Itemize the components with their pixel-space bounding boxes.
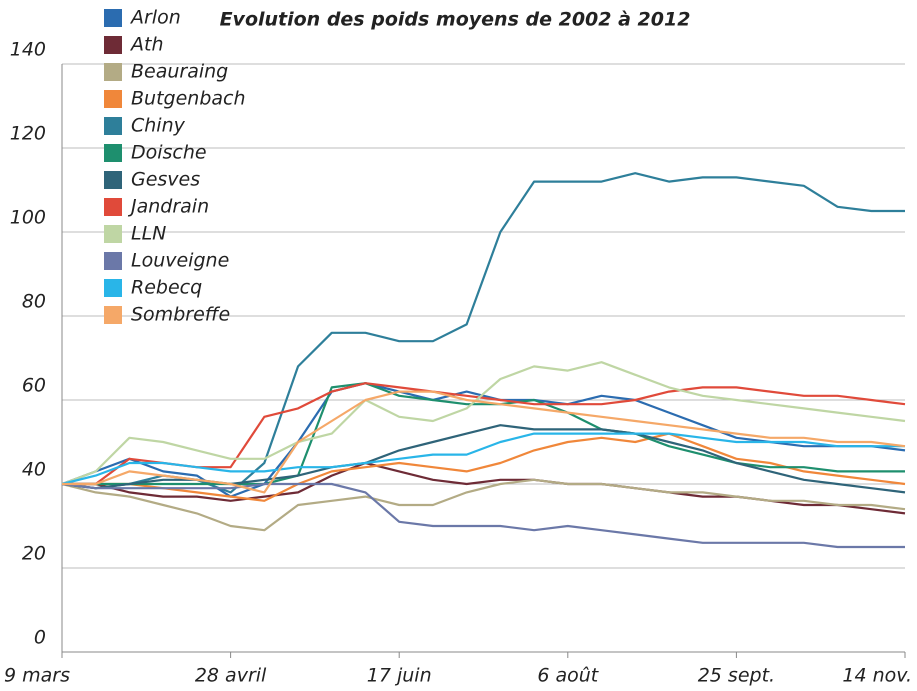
series-line [62, 382, 906, 486]
y-tick-label: 80 [22, 291, 46, 313]
series-line [61, 361, 906, 486]
y-tick-label: 40 [22, 459, 46, 481]
legend-swatch [104, 63, 122, 81]
y-tick-label: 20 [22, 543, 46, 565]
legend-swatch [104, 225, 122, 243]
x-tick-label: 14 nov. [842, 665, 912, 687]
legend-label: Butgenbach [131, 88, 246, 110]
y-tick-label: 120 [10, 123, 46, 145]
legend-swatch [104, 252, 122, 270]
legend-label: Arlon [129, 7, 181, 29]
series-line [61, 478, 906, 532]
legend-label: Louveigne [131, 250, 229, 272]
series-line [62, 432, 906, 502]
y-tick-label: 100 [10, 207, 46, 229]
legend-label: Chiny [131, 115, 186, 137]
x-tick-label: 25 sept. [698, 665, 775, 687]
legend-label: Sombreffe [131, 304, 230, 326]
legend-label: Gesves [131, 169, 200, 191]
legend-swatch [104, 144, 122, 162]
legend-swatch [104, 90, 122, 108]
x-tick-label: 17 juin [367, 665, 432, 687]
legend-swatch [104, 9, 122, 27]
legend-swatch [104, 36, 122, 54]
y-tick-label: 140 [10, 39, 46, 61]
legend-swatch [104, 117, 122, 135]
legend-label: Jandrain [127, 196, 209, 218]
legend-label: Beauraing [131, 61, 228, 83]
x-tick-label: 28 avril [195, 665, 267, 687]
series-line [61, 482, 905, 549]
legend-label: Ath [129, 34, 164, 56]
legend-label: Rebecq [131, 277, 202, 299]
x-tick-label: 6 août [537, 665, 599, 687]
series-line [62, 382, 905, 486]
legend-swatch [104, 171, 122, 189]
series-line [62, 390, 906, 494]
legend-label: Doische [131, 142, 207, 164]
legend-label: LLN [131, 223, 166, 245]
legend-swatch [104, 198, 122, 216]
legend-swatch [104, 306, 122, 324]
legend-swatch [104, 279, 122, 297]
chart-title: Evolution des poids moyens de 2002 à 201… [220, 9, 691, 31]
series-line [61, 432, 905, 486]
series-line [61, 172, 905, 494]
y-tick-label: 60 [22, 375, 46, 397]
x-tick-label: 9 mars [4, 665, 70, 687]
y-tick-label: 0 [34, 627, 46, 649]
